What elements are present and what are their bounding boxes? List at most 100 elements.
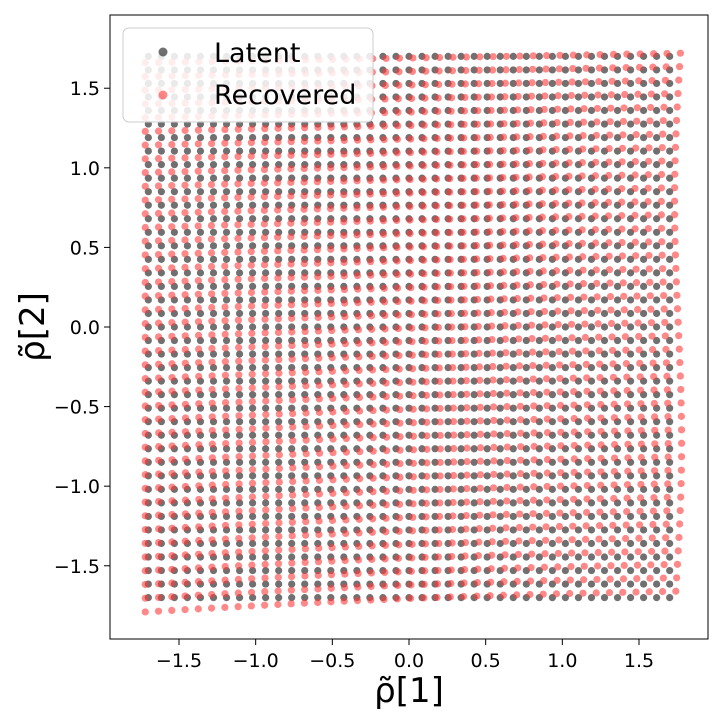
recovered-point — [476, 376, 484, 384]
latent-point — [574, 79, 583, 88]
recovered-point — [635, 63, 644, 71]
recovered-point — [221, 358, 229, 366]
recovered-point — [289, 491, 297, 499]
recovered-point — [610, 387, 618, 395]
recovered-point — [474, 93, 482, 101]
latent-point — [222, 431, 231, 439]
latent-point — [561, 363, 570, 372]
latent-point — [222, 174, 231, 182]
recovered-point — [262, 479, 270, 487]
recovered-point — [419, 189, 427, 197]
recovered-point — [631, 238, 639, 246]
latent-point — [183, 242, 192, 250]
recovered-point — [498, 200, 507, 209]
recovered-point — [248, 343, 256, 351]
recovered-point — [355, 502, 364, 510]
latent-point — [249, 431, 257, 439]
recovered-point — [607, 104, 615, 112]
recovered-point — [381, 95, 389, 103]
recovered-point — [274, 315, 282, 323]
recovered-point — [515, 348, 523, 357]
recovered-point — [367, 569, 376, 577]
latent-point — [457, 485, 465, 493]
recovered-point — [593, 575, 601, 584]
latent-point — [496, 445, 504, 453]
recovered-point — [472, 228, 480, 236]
latent-point — [222, 418, 231, 426]
recovered-point — [300, 246, 308, 254]
recovered-point — [462, 66, 470, 75]
latent-point — [626, 553, 635, 561]
recovered-point — [565, 172, 573, 180]
recovered-point — [433, 134, 441, 143]
recovered-point — [552, 226, 560, 234]
recovered-point — [649, 372, 658, 381]
recovered-point — [327, 164, 335, 172]
recovered-point — [450, 458, 458, 466]
recovered-point — [461, 309, 469, 317]
latent-point — [626, 566, 635, 575]
recovered-point — [632, 131, 640, 139]
recovered-point — [581, 78, 589, 86]
recovered-point — [474, 552, 482, 560]
recovered-point — [315, 408, 324, 417]
recovered-point — [475, 525, 483, 533]
recovered-point — [168, 428, 176, 436]
latent-point — [235, 458, 244, 466]
latent-point — [235, 499, 244, 507]
recovered-point — [247, 275, 255, 283]
recovered-point — [538, 200, 546, 208]
y-tick-label: 1.0 — [70, 158, 100, 180]
recovered-point — [275, 437, 283, 445]
recovered-point — [222, 467, 230, 475]
recovered-point — [671, 184, 679, 192]
recovered-point — [595, 347, 603, 355]
recovered-point — [566, 118, 574, 127]
latent-point — [522, 377, 530, 385]
recovered-point — [539, 159, 547, 167]
recovered-point — [608, 77, 616, 85]
recovered-point — [261, 547, 269, 555]
recovered-point — [355, 542, 363, 551]
recovered-point — [287, 138, 295, 146]
latent-point — [249, 201, 257, 209]
recovered-point — [475, 363, 483, 371]
recovered-point — [420, 135, 428, 143]
latent-point — [457, 445, 465, 453]
recovered-point — [647, 319, 656, 327]
recovered-point — [234, 139, 242, 147]
latent-point — [144, 147, 152, 155]
latent-point — [470, 418, 478, 426]
latent-point — [288, 553, 296, 561]
recovered-point — [539, 240, 547, 248]
recovered-point — [368, 555, 376, 564]
latent-point — [548, 553, 556, 561]
latent-point — [522, 79, 530, 88]
recovered-point — [248, 329, 256, 337]
recovered-point — [355, 353, 363, 361]
recovered-point — [499, 227, 507, 236]
latent-point — [640, 526, 648, 534]
recovered-point — [578, 226, 586, 234]
recovered-point — [395, 338, 403, 346]
recovered-point — [621, 319, 629, 327]
latent-point — [535, 363, 543, 372]
recovered-point — [530, 483, 538, 491]
recovered-point — [313, 191, 321, 199]
recovered-point — [208, 413, 216, 421]
recovered-point — [512, 173, 520, 181]
recovered-point — [580, 293, 588, 301]
latent-point — [301, 594, 309, 602]
recovered-point — [340, 218, 348, 226]
recovered-point — [406, 230, 414, 238]
recovered-point — [395, 514, 403, 522]
recovered-point — [261, 302, 269, 310]
recovered-point — [408, 554, 416, 562]
recovered-point — [636, 359, 644, 367]
recovered-point — [436, 431, 444, 440]
recovered-point — [568, 334, 576, 342]
recovered-point — [502, 510, 510, 519]
recovered-point — [287, 246, 295, 255]
recovered-point — [382, 54, 390, 63]
recovered-point — [606, 131, 614, 139]
